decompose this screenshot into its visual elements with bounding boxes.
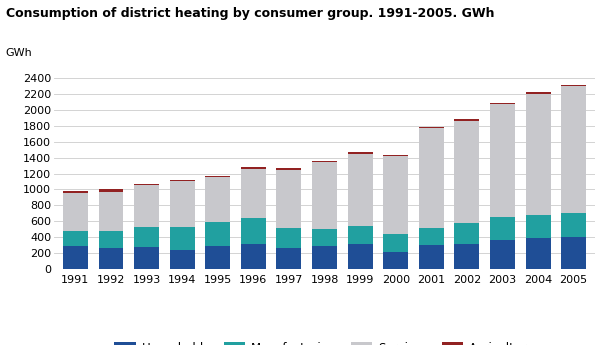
Bar [383,234,408,253]
Bar [347,154,373,226]
Bar [312,246,337,269]
Bar [312,229,337,246]
Bar [561,213,586,237]
Bar [419,245,444,269]
Bar [169,249,195,269]
Bar [206,176,230,177]
Bar [561,86,586,213]
Bar [241,218,266,244]
Bar [490,240,515,269]
Bar [99,248,123,269]
Bar [454,244,480,269]
Bar [526,238,551,269]
Bar [206,222,230,246]
Bar [99,189,123,192]
Bar [490,217,515,240]
Bar [347,226,373,244]
Bar [454,119,480,121]
Bar [63,246,88,269]
Bar [134,227,159,247]
Bar [526,93,551,215]
Bar [63,231,88,246]
Bar [63,193,88,231]
Bar [241,167,266,169]
Bar [276,170,302,228]
Bar [526,92,551,93]
Bar [99,231,123,248]
Bar [276,228,302,248]
Bar [561,85,586,86]
Bar [206,246,230,269]
Bar [490,104,515,217]
Bar [419,127,444,128]
Text: Consumption of district heating by consumer group. 1991-2005. GWh: Consumption of district heating by consu… [6,7,495,20]
Text: GWh: GWh [5,48,32,58]
Bar [134,185,159,227]
Legend: Households, Manufacturing, Services, Agriculture: Households, Manufacturing, Services, Agr… [109,337,540,345]
Bar [383,253,408,269]
Bar [169,181,195,227]
Bar [241,169,266,218]
Bar [276,168,302,170]
Bar [561,237,586,269]
Bar [312,162,337,229]
Bar [206,177,230,222]
Bar [63,191,88,193]
Bar [383,155,408,156]
Bar [134,184,159,185]
Bar [383,156,408,234]
Bar [526,215,551,238]
Bar [454,223,480,244]
Bar [419,228,444,245]
Bar [99,192,123,231]
Bar [169,180,195,181]
Bar [241,244,266,269]
Bar [454,121,480,223]
Bar [276,248,302,269]
Bar [312,161,337,162]
Bar [347,152,373,154]
Bar [169,227,195,249]
Bar [134,247,159,269]
Bar [490,103,515,104]
Bar [347,244,373,269]
Bar [419,128,444,228]
